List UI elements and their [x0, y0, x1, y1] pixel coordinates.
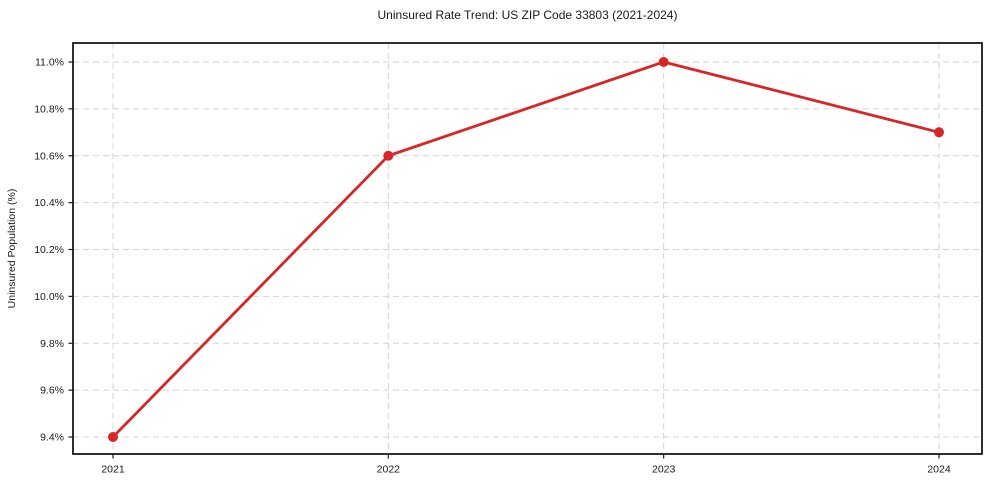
plot-border: [72, 42, 983, 455]
data-series: [108, 56, 944, 443]
trend-line: [111, 60, 941, 439]
y-tick-label: 10.2%: [34, 244, 64, 256]
y-tick-label: 10.4%: [34, 197, 64, 209]
data-point: [658, 56, 669, 67]
data-point: [383, 150, 394, 161]
gridlines: [73, 43, 982, 454]
y-tick-labels: 9.4% 9.6% 9.8% 10.0% 10.2% 10.4% 10.6% 10.8% 11.…: [34, 57, 64, 444]
y-tick-label: 10.8%: [34, 103, 64, 115]
y-axis-label: Uninsured Population (%): [6, 189, 18, 309]
x-tick-label: 2022: [377, 464, 401, 476]
data-point: [108, 432, 118, 443]
x-tick-labels: 2021 2022 2023 2024: [101, 464, 951, 476]
x-tick-label: 2021: [101, 464, 125, 476]
chart-title: Uninsured Rate Trend: US ZIP Code 33803 …: [378, 8, 678, 22]
y-tick-label: 10.6%: [34, 150, 64, 162]
y-tick-label: 9.8%: [40, 338, 64, 350]
x-tick-label: 2024: [927, 464, 951, 476]
y-tick-label: 9.4%: [40, 432, 64, 444]
y-tick-label: 9.6%: [40, 385, 64, 397]
y-tick-label: 11.0%: [35, 57, 64, 69]
x-tick-label: 2023: [652, 464, 676, 476]
data-point: [934, 127, 944, 138]
tick-marks: [68, 61, 940, 459]
y-tick-label: 10.0%: [34, 291, 64, 303]
axes-frame: [72, 42, 983, 455]
